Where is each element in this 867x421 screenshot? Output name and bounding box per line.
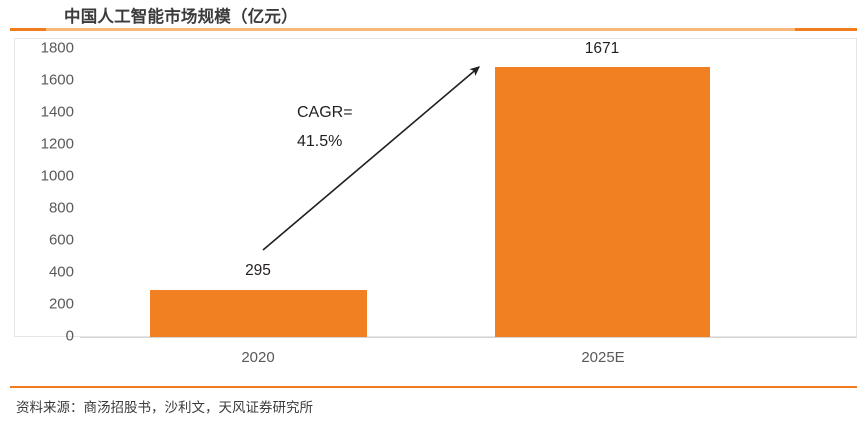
footer-divider	[10, 386, 857, 388]
bar-value-label-2020: 295	[245, 262, 271, 279]
page-title: 中国人工智能市场规模（亿元）	[64, 8, 298, 26]
cagr-label-line1: CAGR=	[297, 104, 353, 121]
title-divider-accent-left	[10, 28, 46, 31]
x-axis-line	[80, 337, 857, 338]
y-axis-tick: 400	[48, 263, 74, 281]
plot-frame	[14, 38, 857, 337]
title-divider	[10, 28, 857, 31]
bar-2020[interactable]	[150, 290, 367, 337]
y-axis-tick: 800	[48, 199, 74, 217]
bar-value-label-2025e: 1671	[584, 40, 620, 57]
bar-2025e[interactable]	[495, 67, 710, 337]
y-axis-tick: 0	[65, 327, 74, 345]
source-note: 资料来源：商汤招股书，沙利文，天风证券研究所	[16, 400, 313, 415]
y-axis-tick: 600	[48, 231, 74, 249]
cagr-annotation: CAGR= 41.5%	[297, 98, 353, 156]
y-axis-tick: 1800	[40, 39, 74, 57]
y-axis-tick: 1400	[40, 103, 74, 121]
y-axis-tick: 200	[48, 295, 74, 313]
y-axis-tick: 1200	[40, 135, 74, 153]
x-axis-tick-2025e: 2025E	[581, 349, 625, 366]
y-axis: 1800 1600 1400 1200 1000 800 600 400 200…	[12, 36, 74, 345]
cagr-label-line2: 41.5%	[297, 133, 343, 150]
plot-area: 1800 1600 1400 1200 1000 800 600 400 200…	[0, 36, 867, 345]
x-axis-tick-2020: 2020	[241, 349, 275, 366]
title-divider-accent-right	[795, 28, 857, 31]
y-axis-tick: 1600	[40, 71, 74, 89]
y-axis-tick: 1000	[40, 167, 74, 185]
